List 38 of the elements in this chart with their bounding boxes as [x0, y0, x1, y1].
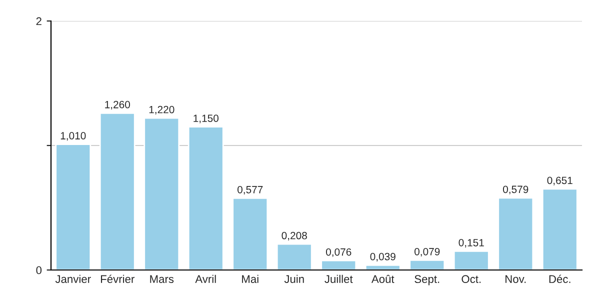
bar	[498, 197, 534, 270]
x-tick-label: Sept.	[414, 275, 440, 286]
x-tick-label: Juin	[284, 274, 304, 284]
bar	[232, 197, 268, 270]
y-tick-label: 2	[36, 17, 42, 26]
data-label: 1,220	[149, 106, 174, 115]
x-tick-label: Mars	[150, 275, 174, 284]
x-tick-label: Mai	[242, 274, 258, 284]
bar	[453, 250, 490, 270]
data-label: 0,076	[326, 248, 352, 257]
bar	[99, 112, 136, 270]
data-label: 0,208	[282, 232, 307, 240]
data-label: 1,010	[60, 132, 86, 141]
bar	[320, 260, 357, 270]
bar	[409, 259, 446, 270]
data-label: 0,079	[414, 248, 440, 257]
bar	[542, 188, 578, 270]
x-tick-label: Déc.	[549, 274, 570, 284]
bar	[55, 144, 92, 270]
data-label: 0,577	[238, 186, 263, 195]
bar	[188, 126, 224, 270]
data-label: 0,151	[458, 238, 484, 248]
data-label: 1,150	[194, 114, 218, 124]
y-tick-label: 0	[36, 266, 42, 274]
bar	[364, 264, 401, 270]
data-label: 0,039	[370, 252, 396, 262]
x-tick-label: Avril	[195, 274, 216, 283]
x-tick-label: Nov.	[506, 275, 526, 284]
x-tick-label: Février	[101, 274, 134, 284]
x-tick-label: Oct.	[462, 275, 481, 284]
data-label: 0,579	[503, 186, 528, 194]
x-tick-label: Août	[371, 274, 394, 284]
bar	[276, 243, 312, 270]
data-label: 1,260	[105, 100, 130, 110]
x-tick-label: Juillet	[324, 274, 353, 284]
data-label: 0,651	[547, 176, 572, 186]
bar	[144, 117, 180, 270]
x-tick-label: Janvier	[55, 274, 91, 284]
